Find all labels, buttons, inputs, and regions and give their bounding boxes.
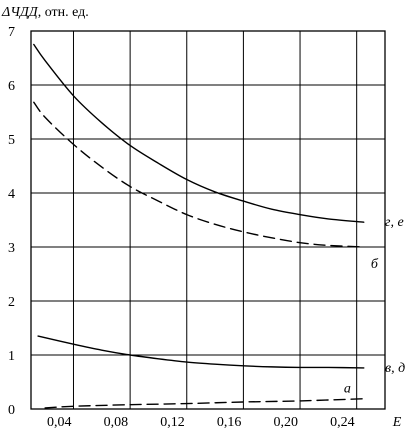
plot-frame xyxy=(30,30,386,410)
y-tick-label-4: 4 xyxy=(8,187,15,202)
series-label-0: г, е xyxy=(385,215,404,230)
series-label-2: в, д xyxy=(385,361,405,376)
series-line-1 xyxy=(33,101,365,248)
series-label-3: а xyxy=(344,381,351,396)
y-tick-label-2: 2 xyxy=(8,295,15,310)
series-line-2 xyxy=(37,335,365,369)
y-tick-label-6: 6 xyxy=(8,79,15,94)
y-axis-ticks: 0 1 2 3 4 5 6 7 xyxy=(8,25,15,418)
y-tick-label-1: 1 xyxy=(8,349,15,364)
y-axis-label: ΔЧДД, отн. ед. xyxy=(1,5,89,20)
x-tick-label-5: 0,24 xyxy=(330,415,355,429)
x-tick-label-3: 0,16 xyxy=(217,415,242,429)
x-tick-label-0: 0,04 xyxy=(47,415,72,429)
y-tick-label-0: 0 xyxy=(8,403,15,418)
x-axis-label: E xyxy=(392,415,402,429)
x-tick-label-2: 0,12 xyxy=(160,415,185,429)
x-tick-label-4: 0,20 xyxy=(274,415,299,429)
y-tick-label-7: 7 xyxy=(8,25,15,40)
grid xyxy=(31,31,385,409)
series-line-0 xyxy=(33,43,365,223)
y-tick-label-5: 5 xyxy=(8,133,15,148)
series-line-3 xyxy=(44,398,365,409)
y-tick-label-3: 3 xyxy=(8,241,15,256)
series: г, е б в, д а xyxy=(33,43,405,409)
x-tick-label-1: 0,08 xyxy=(104,415,129,429)
x-axis-ticks: 0,04 0,08 0,12 0,16 0,20 0,24 xyxy=(47,415,355,429)
series-label-1: б xyxy=(371,257,379,272)
